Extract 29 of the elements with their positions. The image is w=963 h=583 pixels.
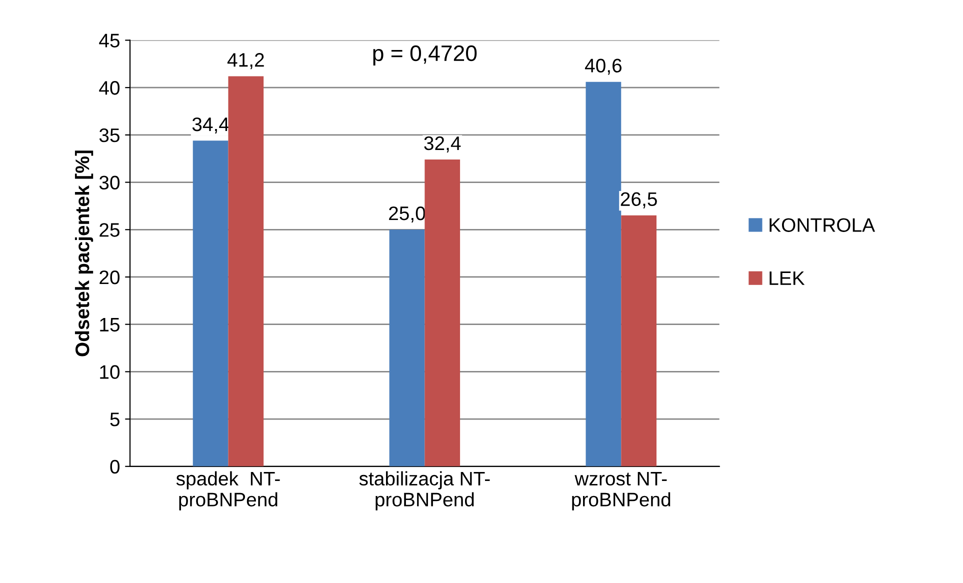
- y-tick-label: 5: [110, 412, 120, 426]
- y-tick-label: 40: [99, 81, 120, 95]
- y-tick-label: 10: [100, 365, 120, 379]
- data-label: 34,4: [192, 117, 229, 134]
- y-tick-label: 20: [100, 270, 120, 284]
- y-tick-label: 30: [99, 176, 120, 190]
- bar: [389, 230, 425, 466]
- data-label: 25,0: [389, 206, 426, 223]
- data-label: 32,4: [424, 136, 461, 152]
- y-tick-label: 0: [110, 460, 120, 474]
- annotation: p = 0,4720: [373, 45, 477, 66]
- y-tick-label: 15: [100, 318, 120, 332]
- bar: [586, 82, 622, 466]
- bar: [228, 76, 264, 466]
- data-label: 41,2: [227, 53, 264, 70]
- x-tick-label: stabilizacja NT- proBNPend: [359, 471, 490, 510]
- legend-label: LEK: [770, 272, 805, 285]
- bar: [621, 215, 656, 466]
- bar: [192, 140, 228, 466]
- data-label: 26,5: [620, 192, 657, 208]
- data-label: 40,6: [584, 58, 622, 75]
- y-tick-label: 25: [100, 223, 120, 237]
- y-tick-label: 45: [99, 34, 120, 48]
- legend-label: KONTROLA: [770, 218, 876, 232]
- bar: [424, 160, 460, 466]
- y-axis-title: Odsetek pacjentek [%]: [74, 150, 94, 356]
- x-tick-label: spadek NT- proBNPend: [176, 471, 280, 510]
- y-tick-label: 35: [99, 128, 120, 142]
- x-tick-label: wzrost NT- proBNPend: [572, 472, 670, 510]
